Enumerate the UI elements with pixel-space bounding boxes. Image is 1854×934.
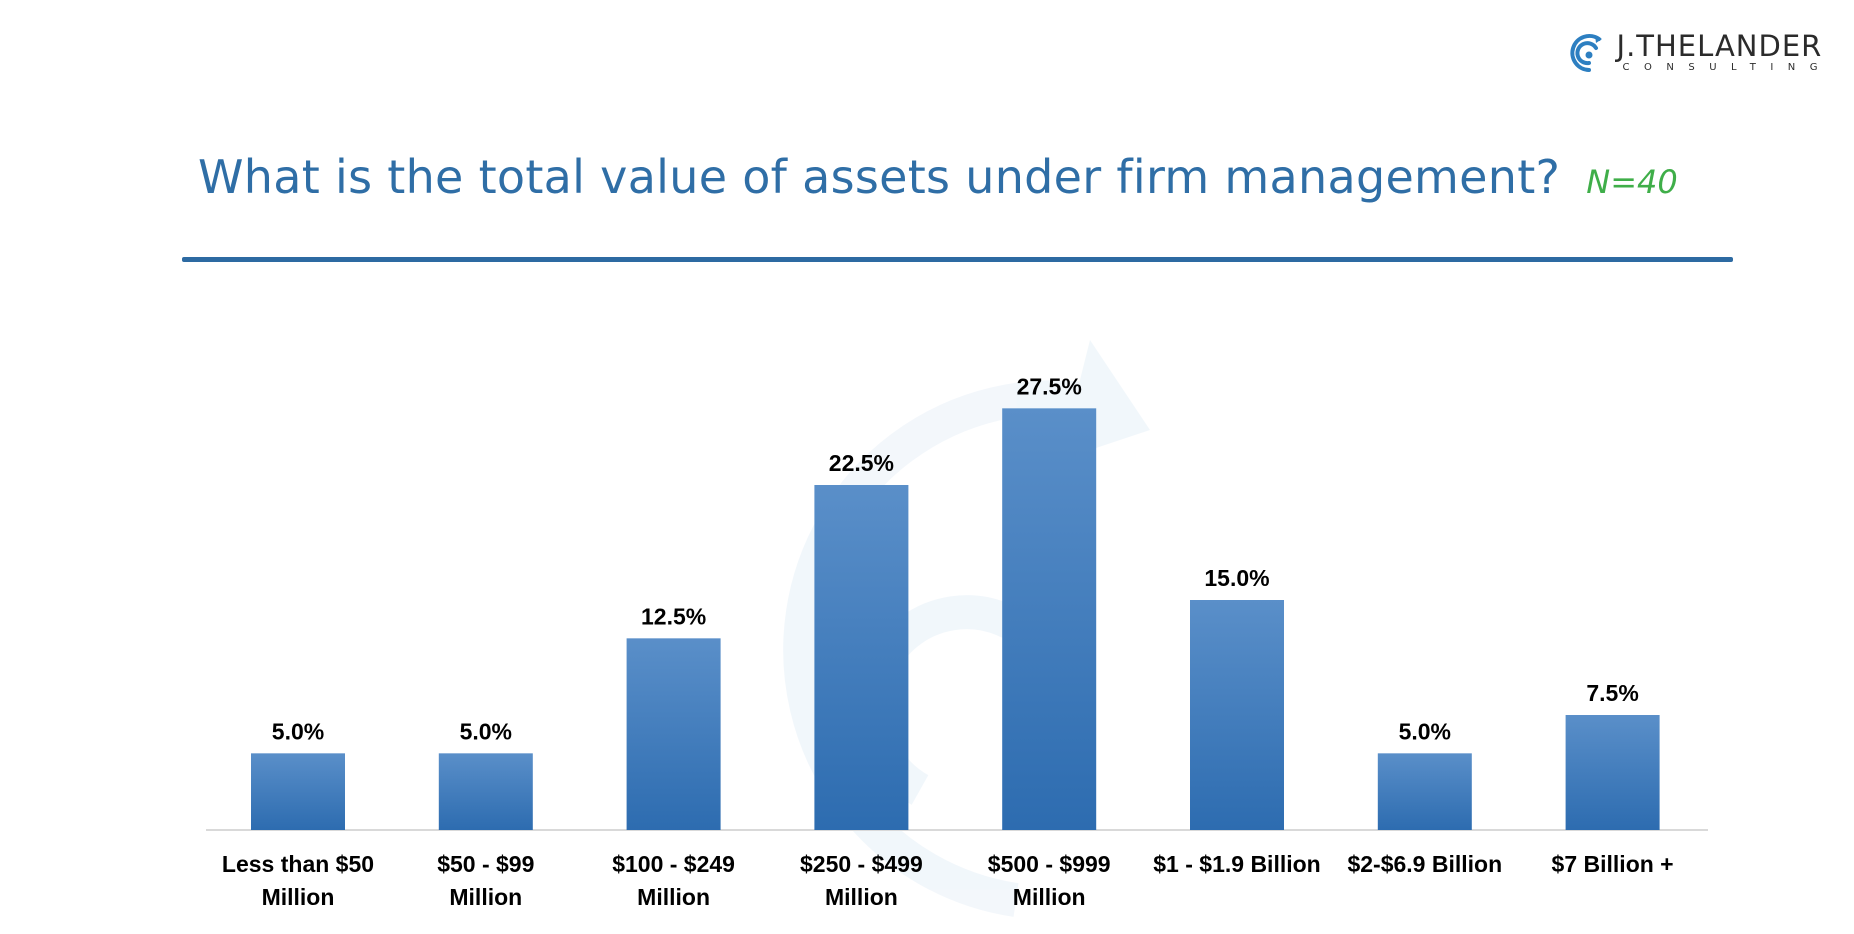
x-tick-label: $50 - $99 <box>437 851 534 877</box>
title-row: What is the total value of assets under … <box>198 150 1678 204</box>
data-label: 7.5% <box>1586 680 1638 706</box>
chart-title: What is the total value of assets under … <box>198 150 1561 204</box>
bar <box>438 753 533 830</box>
data-label: 22.5% <box>829 450 894 476</box>
x-tick-label: Less than $50 <box>222 851 374 877</box>
logo-name: J.THELANDER <box>1616 29 1823 63</box>
bar <box>626 638 721 830</box>
x-tick-label: $250 - $499 <box>800 851 923 877</box>
data-label: 12.5% <box>641 603 706 629</box>
title-divider <box>182 257 1733 262</box>
x-tick-label: Million <box>1013 884 1086 910</box>
bar <box>814 485 909 830</box>
x-tick-label: $7 Billion + <box>1552 851 1674 877</box>
data-label: 5.0% <box>460 718 512 744</box>
bars-layer: 5.0% Less than $50 Million 5.0% $50 - $99 Mil… <box>222 373 1674 910</box>
data-label: 27.5% <box>1017 373 1082 399</box>
x-tick-label: Million <box>449 884 522 910</box>
logo-subtitle: CONSULTING <box>1622 62 1832 73</box>
x-tick-label: Million <box>825 884 898 910</box>
bar <box>1002 408 1097 830</box>
data-label: 15.0% <box>1204 565 1269 591</box>
x-tick-label: Million <box>637 884 710 910</box>
data-label: 5.0% <box>1399 718 1451 744</box>
x-tick-label: $1 - $1.9 Billion <box>1153 851 1320 877</box>
x-tick-label: Million <box>262 884 335 910</box>
x-tick-label: $500 - $999 <box>988 851 1111 877</box>
bar <box>1565 715 1660 830</box>
company-logo: J.THELANDER CONSULTING <box>1569 30 1832 74</box>
bar <box>251 753 345 830</box>
data-label: 5.0% <box>272 718 324 744</box>
sample-size-label: N=40 <box>1586 163 1678 201</box>
bar <box>1377 753 1472 830</box>
spiral-logo-icon <box>1569 34 1602 72</box>
x-tick-label: $2-$6.9 Billion <box>1347 851 1502 877</box>
bar <box>1190 600 1284 830</box>
x-tick-label: $100 - $249 <box>612 851 735 877</box>
